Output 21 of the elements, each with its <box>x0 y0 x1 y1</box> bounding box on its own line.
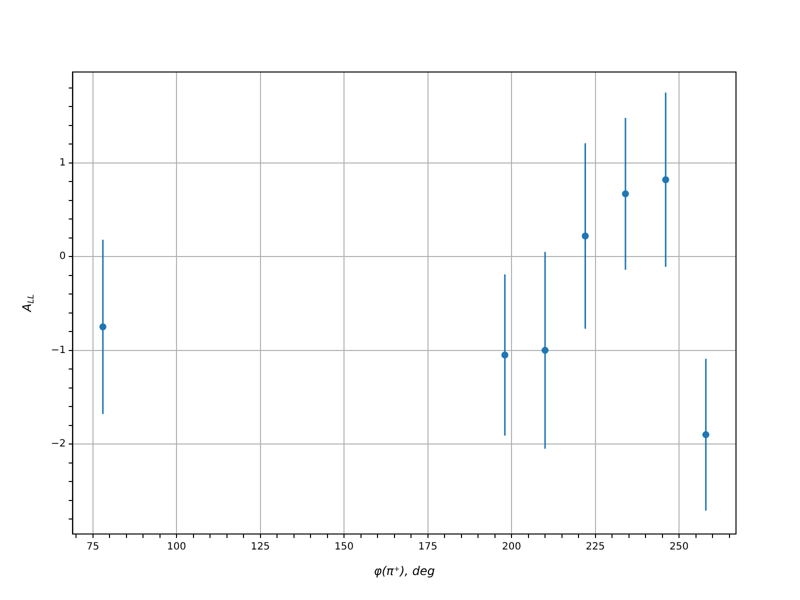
x-axis-title: φ(π⁺), deg <box>374 564 436 578</box>
y-tick-label: 0 <box>59 251 66 262</box>
y-tick-label: −1 <box>50 344 66 356</box>
x-tick-label: 250 <box>670 542 689 553</box>
point <box>702 431 710 438</box>
point <box>542 346 549 354</box>
point <box>622 190 629 198</box>
x-tick-label: 125 <box>250 542 270 553</box>
point <box>99 323 106 330</box>
y-tick-label: −2 <box>50 438 66 450</box>
x-tick-label: 175 <box>418 542 438 553</box>
point <box>582 232 589 240</box>
point <box>501 352 508 359</box>
y-axis-title: ALL <box>20 294 36 313</box>
x-tick-label: 225 <box>586 542 605 553</box>
y-tick-label: 1 <box>59 157 66 168</box>
x-tick-label: 100 <box>167 542 186 553</box>
point <box>662 176 670 184</box>
x-tick-label: 75 <box>86 542 100 553</box>
x-tick-label: 200 <box>502 542 522 553</box>
x-tick-label: 150 <box>334 542 354 553</box>
